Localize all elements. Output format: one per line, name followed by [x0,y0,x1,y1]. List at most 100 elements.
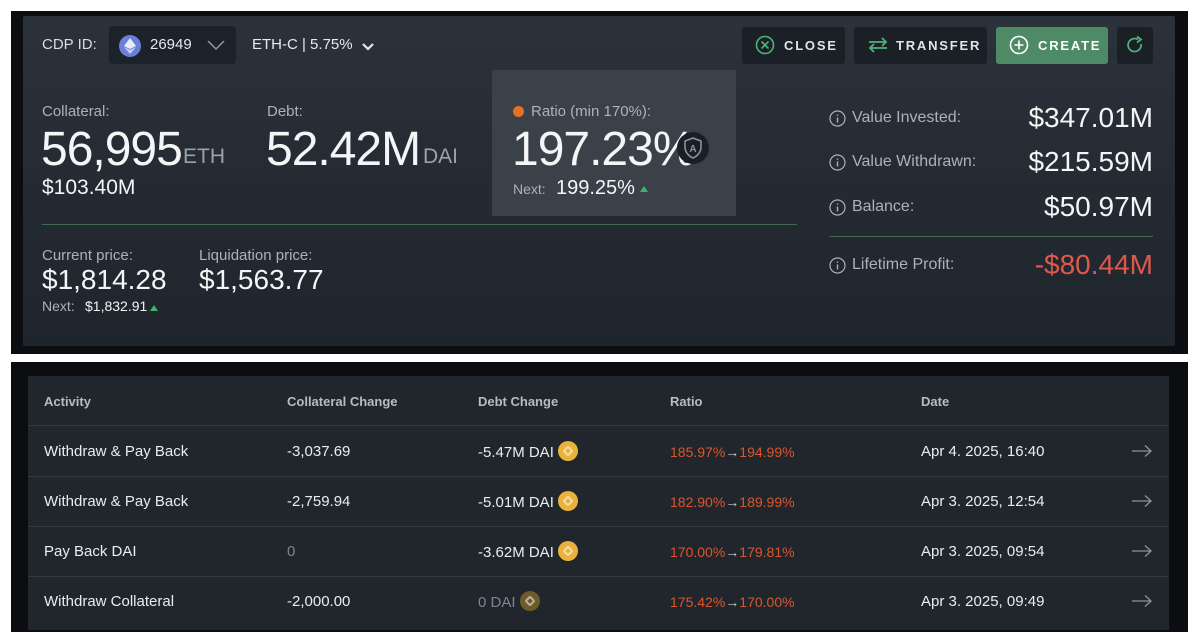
ilk-select[interactable]: ETH-C | 5.75% [252,36,353,53]
activity-cell: Withdraw & Pay Back [44,443,189,460]
ratio-arrow: → [725,544,740,560]
activity-table [28,376,1169,630]
left-divider [42,224,797,225]
row-divider [28,526,1169,527]
lifetime-profit-label: Lifetime Profit: [852,256,955,273]
collateral-change-cell: -2,759.94 [287,493,351,510]
collateral-usd: $103.40M [42,176,136,199]
activity-cell: Withdraw & Pay Back [44,493,189,510]
collateral-unit: ETH [183,145,225,168]
activity-cell: Withdraw Collateral [44,593,175,610]
ratio-to: 170.00% [739,594,795,610]
close-button-label: CLOSE [784,38,838,53]
collateral-change-cell: -2,000.00 [287,593,351,610]
create-button-label: CREATE [1038,38,1102,53]
liquidation-price-label: Liquidation price: [199,247,313,264]
balance-label: Balance: [852,198,915,215]
ratio-value: 197.23% [512,123,695,176]
eth-icon [119,35,141,57]
ratio-to: 194.99% [739,444,795,460]
up-triangle-icon [150,305,158,311]
ratio-arrow: → [725,594,740,610]
dai-coin-icon [557,491,578,511]
column-header-debt-change[interactable]: Debt Change [478,394,559,409]
debt-change-cell: -3.62M DAI [478,541,578,563]
debt-change-cell: -5.01M DAI [478,491,578,513]
ratio-change-cell: 170.00%→179.81% [670,544,795,561]
info-icon[interactable] [829,199,846,216]
ratio-change-cell: 185.97%→194.99% [670,444,795,461]
info-icon[interactable] [829,110,846,127]
ratio-arrow: → [725,494,740,510]
ratio-next-value: 199.25% [556,177,635,199]
value-withdrawn-label: Value Withdrawn: [852,153,977,170]
collateral-change-cell: 0 [287,543,296,560]
collateral-amount: 56,995 [41,123,183,176]
ratio-label: Ratio (min 170%): [531,103,652,120]
debt-change-cell: 0 DAI [478,591,540,613]
up-triangle-icon [640,186,648,192]
ratio-from: 185.97% [670,444,726,460]
refresh-button[interactable] [1117,27,1153,64]
debt-change-text: -5.47M DAI [478,443,554,461]
row-divider [28,425,1169,426]
collateral-change-cell: -3,037.69 [287,443,351,460]
transfer-arrows-icon [868,37,888,53]
arrow-right-icon[interactable] [1131,494,1153,508]
close-circle-icon [755,35,775,55]
date-cell: Apr 3. 2025, 12:54 [921,493,1045,510]
liquidation-price-value: $1,563.77 [199,264,324,295]
right-divider [829,236,1153,237]
column-header-ratio[interactable]: Ratio [670,394,703,409]
debt-change-text: 0 DAI [478,593,516,611]
value-invested-value: $347.01M [1028,102,1153,133]
chevron-down-icon[interactable] [207,38,225,56]
plus-circle-icon [1009,35,1029,55]
column-header-date[interactable]: Date [921,394,950,409]
debt-change-text: -5.01M DAI [478,493,554,511]
create-button[interactable]: CREATE [996,27,1108,64]
ratio-next-label: Next: [513,181,546,197]
dai-coin-icon [557,541,578,561]
current-price-label: Current price: [42,247,133,264]
info-icon[interactable] [829,257,846,274]
current-price-next-value: $1,832.91 [85,298,148,314]
ratio-from: 175.42% [670,594,726,610]
date-cell: Apr 3. 2025, 09:54 [921,543,1045,560]
ratio-change-cell: 182.90%→189.99% [670,494,795,511]
column-header-collateral-change[interactable]: Collateral Change [287,394,398,409]
transfer-button[interactable]: TRANSFER [854,27,987,64]
debt-change-cell: -5.47M DAI [478,441,578,463]
shield-badge-letter: A [689,144,696,155]
row-divider [28,576,1169,577]
collateral-label: Collateral: [42,103,110,120]
date-cell: Apr 4. 2025, 16:40 [921,443,1045,460]
chevron-down-icon[interactable] [361,39,375,57]
balance-value: $50.97M [1044,191,1153,222]
row-divider [28,476,1169,477]
ratio-change-cell: 175.42%→170.00% [670,594,795,611]
ratio-to: 179.81% [739,544,795,560]
debt-label: Debt: [267,103,303,120]
arrow-right-icon[interactable] [1131,594,1153,608]
activity-cell: Pay Back DAI [44,543,137,560]
current-price-value: $1,814.28 [42,264,167,295]
current-price-next-label: Next: [42,298,75,314]
value-invested-label: Value Invested: [852,109,962,126]
ratio-from: 182.90% [670,494,726,510]
date-cell: Apr 3. 2025, 09:49 [921,593,1045,610]
close-button[interactable]: CLOSE [742,27,845,64]
dai-coin-icon [557,441,578,461]
debt-unit: DAI [423,145,459,168]
refresh-icon [1127,35,1143,53]
ratio-from: 170.00% [670,544,726,560]
dai-coin-icon [519,591,540,611]
cdp-id-label: CDP ID: [42,36,97,53]
info-icon[interactable] [829,154,846,171]
arrow-right-icon[interactable] [1131,544,1153,558]
ratio-status-dot [513,106,524,117]
shield-icon[interactable]: A [677,132,709,164]
column-header-activity[interactable]: Activity [44,394,91,409]
debt-amount: 52.42M [266,123,421,176]
arrow-right-icon[interactable] [1131,444,1153,458]
